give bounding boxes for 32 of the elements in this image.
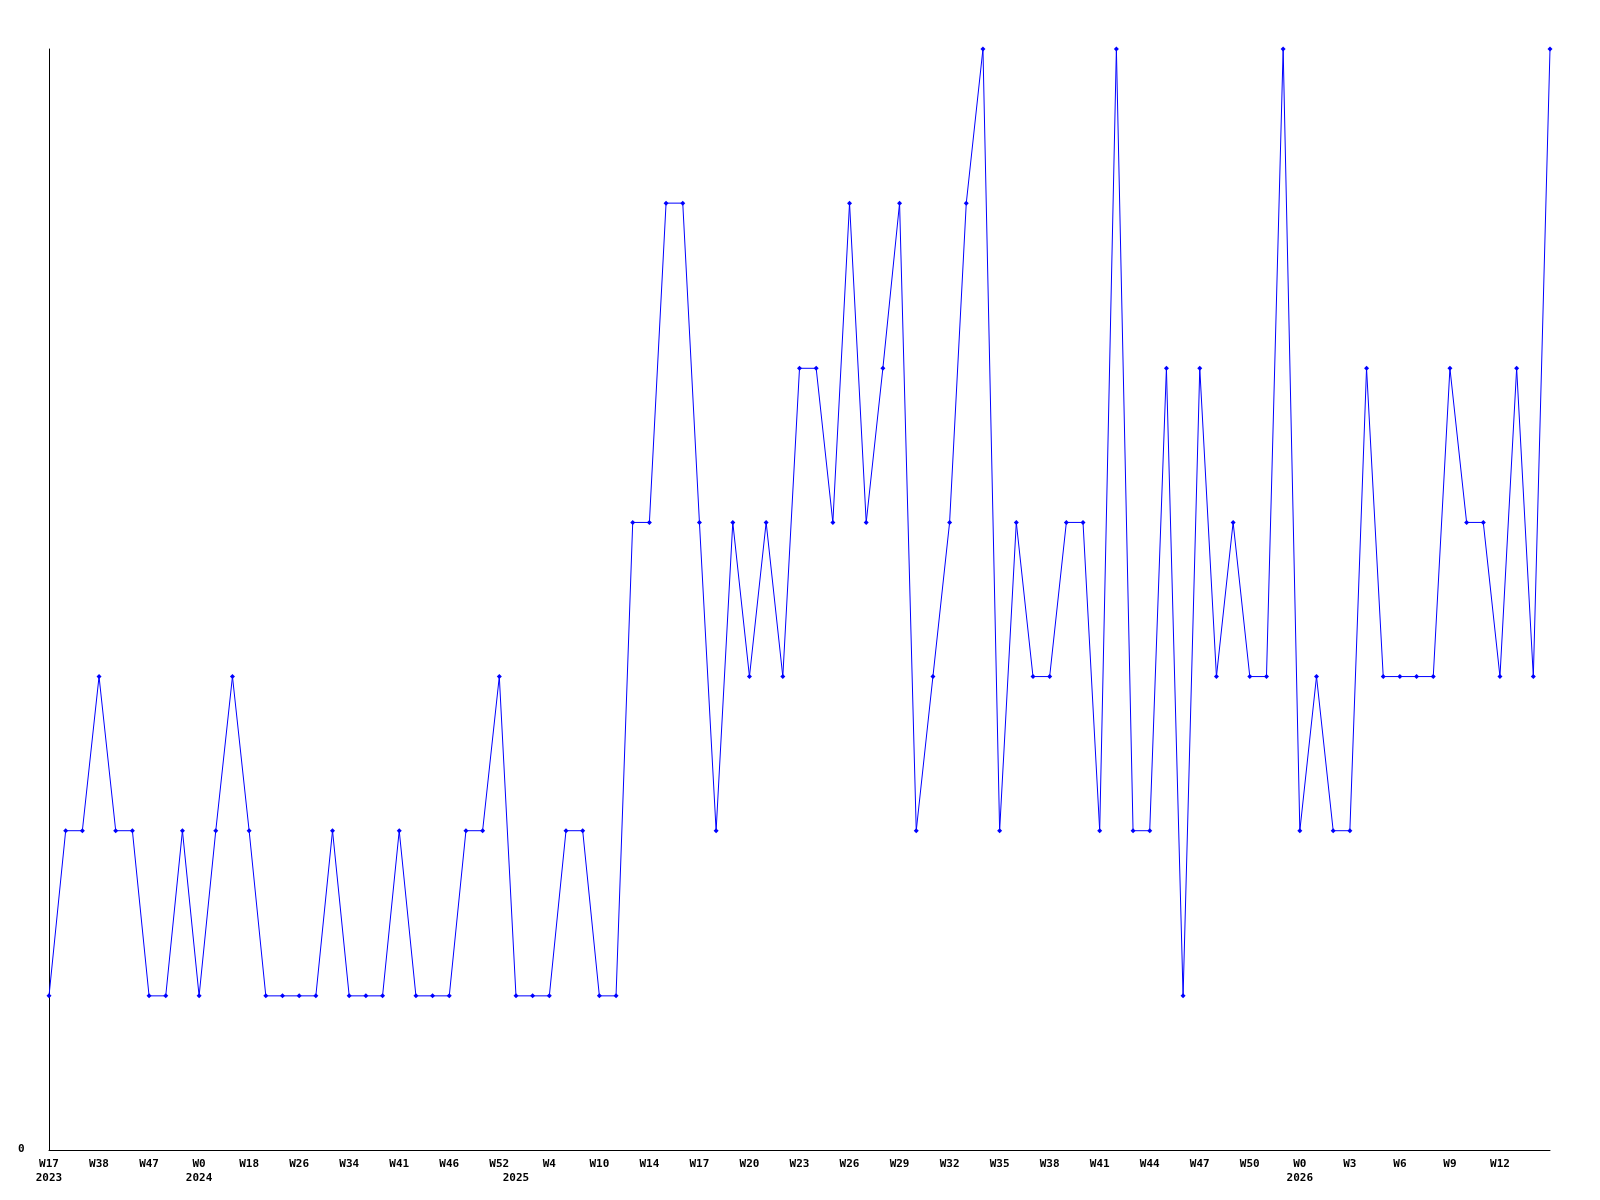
x-tick-label: W52 (489, 1156, 510, 1170)
x-tick-label: W34 (339, 1156, 360, 1170)
x-tick-label: 2025 (502, 1170, 530, 1184)
x-tick-label: W9 (1443, 1156, 1457, 1170)
x-tick-label: W50 (1239, 1156, 1260, 1170)
x-tick-label: W47 (1189, 1156, 1210, 1170)
x-tick-label: W38 (1039, 1156, 1060, 1170)
x-tick-label: W20 (739, 1156, 760, 1170)
x-tick-label: W44 (1139, 1156, 1161, 1170)
x-tick-label: W17 2023 (35, 1156, 63, 1184)
x-tick-label: W4 (542, 1156, 557, 1170)
x-tick-label: W47 (139, 1156, 159, 1170)
x-tick-label: W32 (939, 1156, 960, 1170)
x-tick-label: W0 2026 (1286, 1156, 1314, 1184)
x-tick-label: W35 (989, 1156, 1010, 1170)
x-tick-label: W23 (789, 1156, 810, 1170)
x-tick-label: W38 (89, 1156, 109, 1170)
x-tick-label: W26 (289, 1156, 310, 1170)
x-tick-label: W14 (639, 1156, 660, 1170)
x-tick-label: W17 (689, 1156, 710, 1170)
x-tick-label: W10 (589, 1156, 610, 1170)
x-tick-label: W18 (239, 1156, 260, 1170)
x-tick-label: W26 (839, 1156, 860, 1170)
x-tick-label: W41 (389, 1156, 410, 1170)
x-tick-label: W46 (439, 1156, 460, 1170)
x-tick-label: W29 (889, 1156, 910, 1170)
x-tick-label: W6 (1393, 1156, 1407, 1170)
x-tick-label: W41 (1089, 1156, 1111, 1170)
x-tick-label: W3 (1343, 1156, 1357, 1170)
x-tick-label: W0 2024 (185, 1156, 213, 1184)
x-tick-label: W12 (1490, 1156, 1510, 1170)
text: 0 (18, 1142, 25, 1155)
